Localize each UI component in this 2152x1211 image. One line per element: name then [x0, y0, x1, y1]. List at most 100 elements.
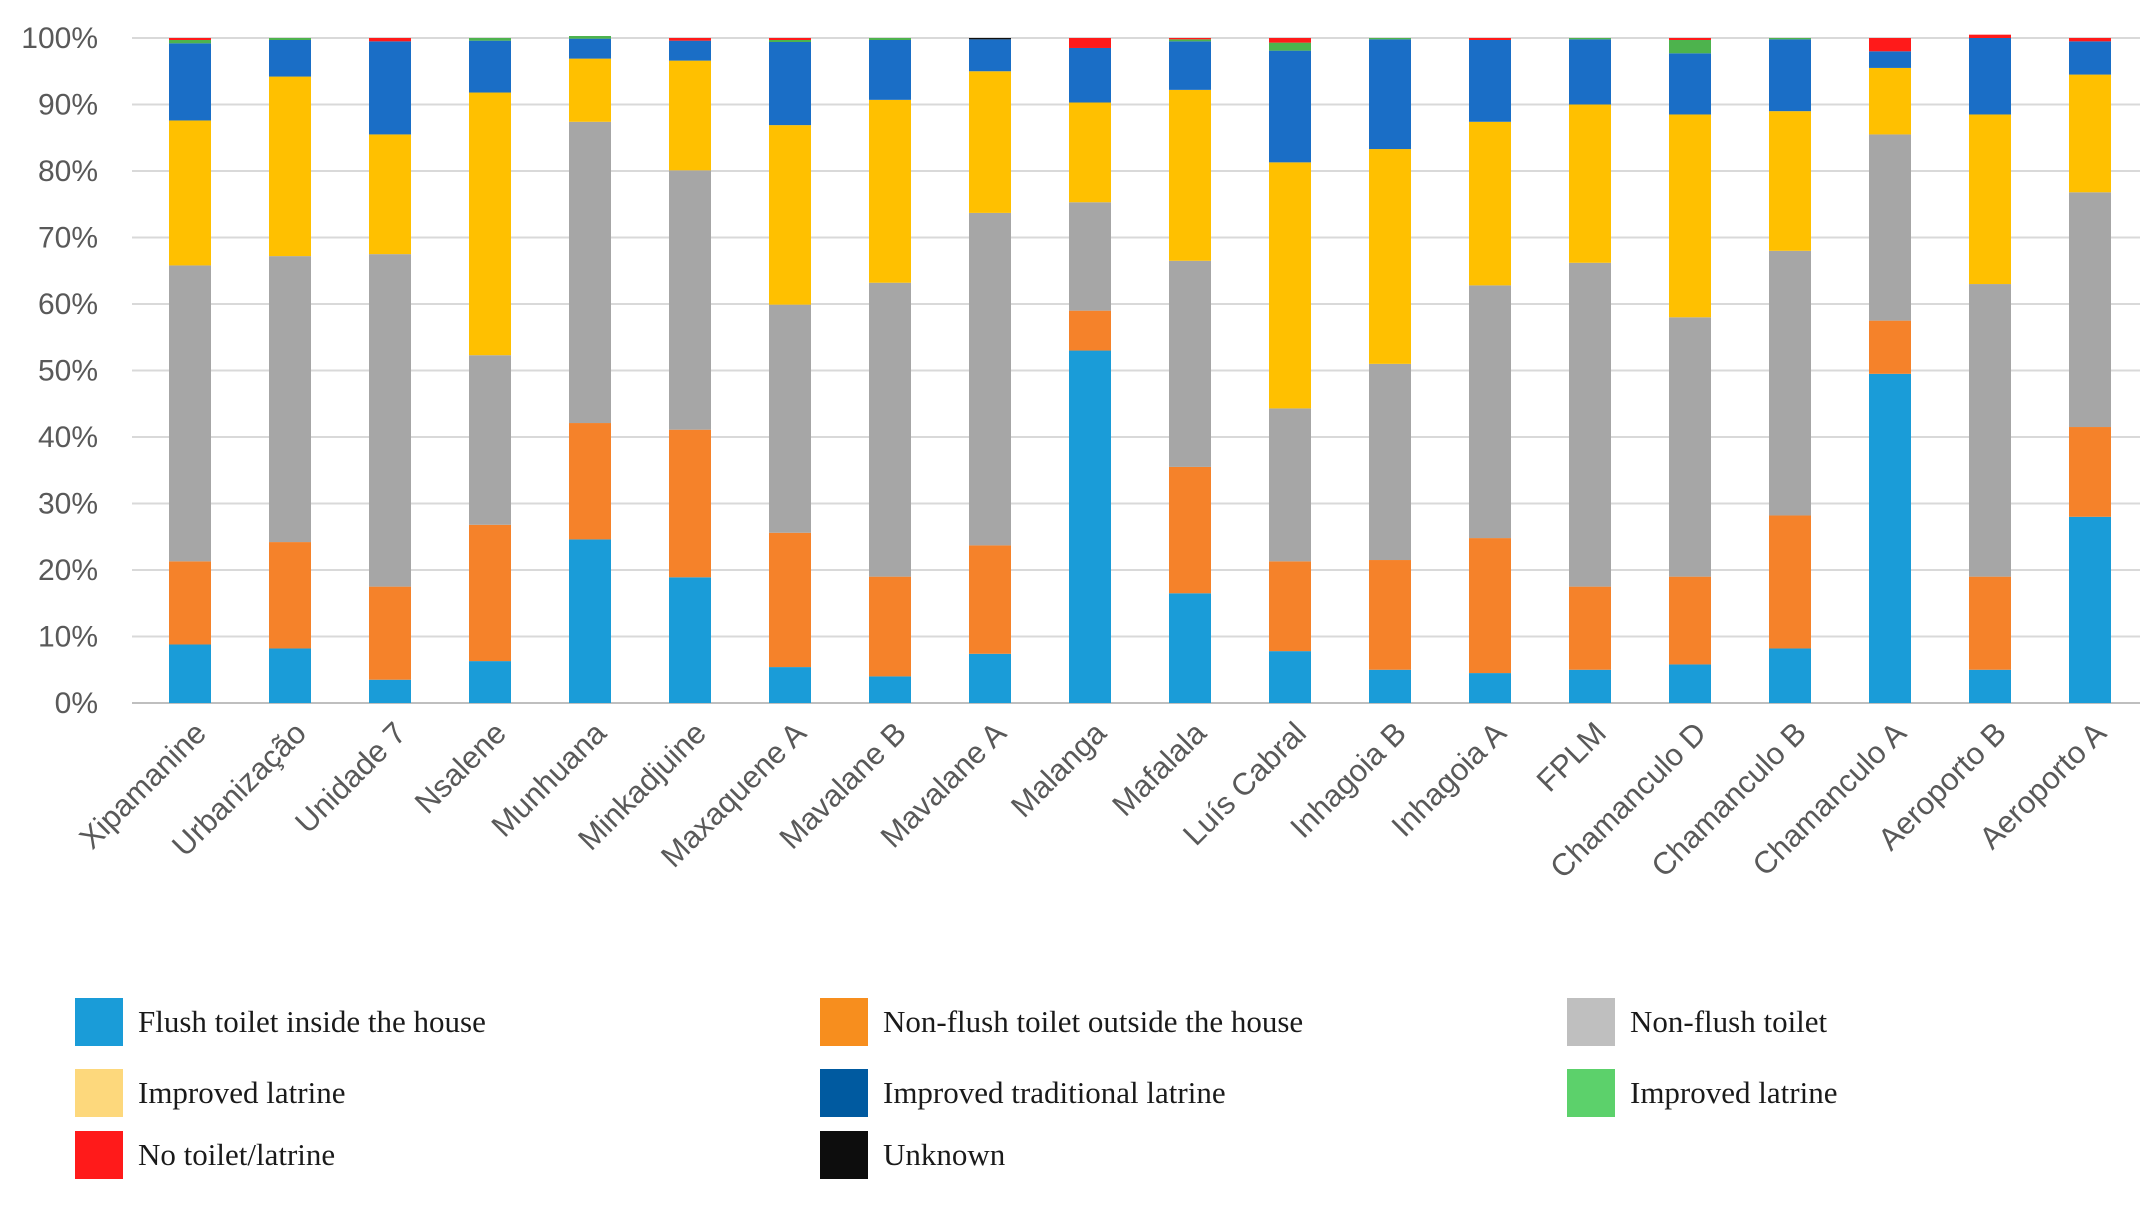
bar-segment	[1969, 284, 2011, 577]
y-tick-label: 30%	[38, 488, 98, 521]
bar-segment	[169, 644, 211, 703]
legend-swatch	[75, 1131, 123, 1179]
bar-segment	[1969, 114, 2011, 285]
bar-segment	[1469, 285, 1511, 539]
y-tick-label: 40%	[38, 421, 98, 454]
bar-segment	[669, 577, 711, 703]
bar-segment	[1969, 669, 2011, 703]
bar-segment	[769, 532, 811, 668]
bar-segment	[469, 355, 511, 525]
bar-segment	[569, 121, 611, 424]
bar-segment	[1569, 262, 1611, 587]
bar-segment	[669, 60, 711, 171]
bar-segment	[2069, 74, 2111, 193]
legend-swatch	[820, 1069, 868, 1117]
bar-segment	[469, 661, 511, 703]
bar-segment	[969, 653, 1011, 703]
bar-segment	[1069, 102, 1111, 203]
bar-segment	[1169, 593, 1211, 703]
bar-segment	[869, 676, 911, 703]
bar-segment	[269, 542, 311, 649]
bar-segment	[1369, 149, 1411, 364]
y-tick-label: 100%	[21, 22, 98, 55]
bar-segment	[1869, 38, 1911, 52]
bar-segment	[669, 40, 711, 61]
bar-segment	[869, 38, 911, 40]
bar-segment	[169, 120, 211, 266]
bar-segment	[2069, 516, 2111, 703]
bar-segment	[969, 39, 1011, 72]
bar-segment	[1469, 538, 1511, 674]
bar-segment	[2069, 41, 2111, 75]
bar-segment	[1269, 651, 1311, 703]
bar-segment	[569, 539, 611, 703]
bar-segment	[1569, 39, 1611, 105]
bar-segment	[1869, 373, 1911, 703]
legend-label: Improved latrine	[1630, 1075, 1837, 1110]
bar-segment	[869, 39, 911, 100]
bar-segment	[1069, 47, 1111, 103]
bar-segment	[1969, 576, 2011, 670]
bar-segment	[1769, 39, 1811, 112]
legend-label: No toilet/latrine	[138, 1137, 335, 1172]
bar-segment	[1169, 41, 1211, 90]
legend-label: Unknown	[883, 1137, 1006, 1172]
gridlines	[132, 37, 2140, 704]
bar-segment	[1269, 50, 1311, 163]
bar-segment	[1069, 350, 1111, 703]
x-tick-label: Unidade 7	[288, 715, 413, 840]
bar-segment	[969, 212, 1011, 546]
bar-segment	[569, 38, 611, 59]
bar-segment	[1069, 202, 1111, 311]
bar-segment	[1769, 648, 1811, 703]
bar-segment	[1169, 38, 1211, 40]
legend-label: Non-flush toilet	[1630, 1004, 1828, 1039]
bar-segment	[469, 524, 511, 662]
bar-segment	[169, 43, 211, 121]
legend: Flush toilet inside the house Non-flush t…	[75, 998, 1837, 1179]
y-tick-label: 20%	[38, 554, 98, 587]
bar-segment	[969, 71, 1011, 213]
legend-label: Improved latrine	[138, 1075, 345, 1110]
bar-segment	[269, 648, 311, 703]
bar-segment	[1469, 39, 1511, 122]
bar-segment	[1869, 67, 1911, 135]
bar-segment	[1869, 320, 1911, 374]
bar-segment	[269, 38, 311, 40]
bar-segment	[2069, 192, 2111, 428]
x-tick-label: Malanga	[1004, 715, 1113, 824]
y-tick-label: 70%	[38, 222, 98, 255]
bar-segment	[469, 38, 511, 41]
bar-segment	[269, 39, 311, 77]
bar-segment	[1669, 576, 1711, 665]
legend-label: Flush toilet inside the house	[138, 1004, 486, 1039]
bar-segment	[269, 256, 311, 543]
bar-segment	[369, 586, 411, 680]
legend-swatch	[820, 1131, 868, 1179]
bar-segment	[569, 423, 611, 540]
bar-segment	[769, 125, 811, 305]
bar-segment	[1169, 260, 1211, 467]
bar-segment	[169, 265, 211, 562]
bar-segment	[169, 561, 211, 645]
bar-segment	[1469, 121, 1511, 286]
bar-segment	[1169, 466, 1211, 594]
y-tick-label: 60%	[38, 288, 98, 321]
bar-segment	[769, 38, 811, 40]
bar-segment	[169, 38, 211, 40]
bar-segment	[1769, 515, 1811, 649]
bar-segment	[1069, 310, 1111, 351]
bar-segment	[1569, 586, 1611, 670]
legend-label: Non-flush toilet outside the house	[883, 1004, 1303, 1039]
y-tick-label: 10%	[38, 621, 98, 654]
bar-segment	[1369, 560, 1411, 670]
bar-segment	[1169, 89, 1211, 261]
bar-segment	[1469, 38, 1511, 40]
bar-segment	[369, 679, 411, 703]
legend-label: Improved traditional latrine	[883, 1075, 1226, 1110]
bar-segment	[869, 576, 911, 677]
bar-segment	[1269, 561, 1311, 652]
bar-segment	[1269, 42, 1311, 51]
